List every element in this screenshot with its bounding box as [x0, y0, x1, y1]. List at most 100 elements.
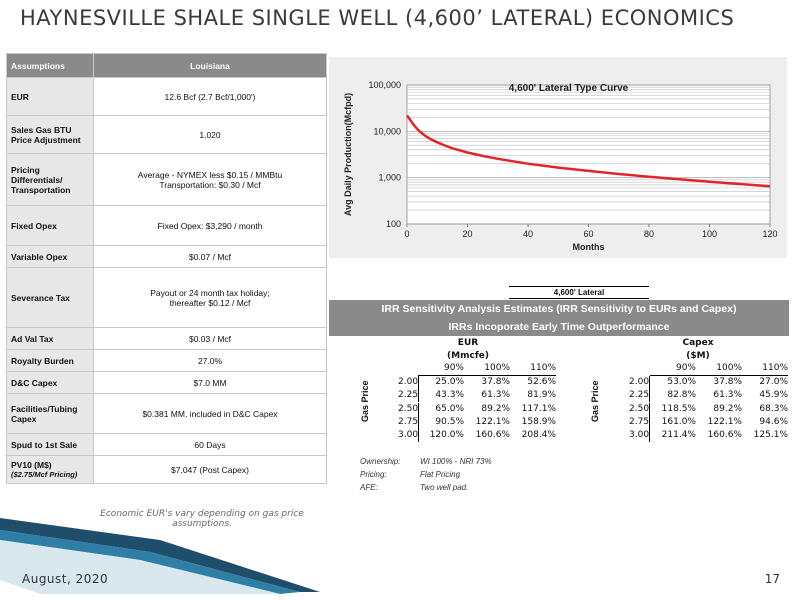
assumption-row: Variable Opex $0.07 / Mcf: [6, 245, 327, 268]
assumption-label: Fixed Opex: [6, 205, 94, 246]
capex-irr-value: 27.0%: [759, 377, 788, 387]
eur-irr-value: 158.9%: [521, 416, 556, 427]
note-row: Ownership: WI 100% - NRI 73%: [360, 455, 492, 468]
assumption-value: $0.07 / Mcf: [93, 245, 327, 268]
capex-gas-price: 3.00: [629, 429, 650, 443]
assumption-row: Pricing Differentials/ Transportation Ave…: [6, 153, 327, 206]
note-row: AFE: Two well pad.: [360, 481, 492, 494]
assumption-label: Facilities/Tubing Capex: [6, 393, 94, 434]
x-tick-label: 120: [762, 229, 777, 239]
irr-header: IRR Sensitivity Analysis Estimates (IRR …: [329, 300, 789, 336]
assumption-label-text: Facilities/Tubing Capex: [11, 403, 78, 424]
eur-irr-value: 160.6%: [475, 430, 510, 441]
assumption-label-text: Variable Opex: [11, 251, 68, 262]
assumption-value: 1.020: [93, 115, 327, 154]
capex-gas-price: 2.25: [629, 389, 650, 403]
capex-gas-price: 2.50: [629, 402, 650, 416]
capex-column-header: 100%: [696, 362, 742, 376]
assumption-value: 27.0%: [93, 349, 327, 372]
chart-title: 4,600' Lateral Type Curve: [509, 83, 629, 94]
eur-irr-value: 52.6%: [527, 377, 556, 387]
capex-irr-value: 68.3%: [759, 403, 788, 414]
note-value: Flat Pricing: [420, 470, 461, 479]
eur-column-header: 90%: [418, 362, 464, 376]
assumption-label: Severance Tax: [6, 267, 94, 328]
assumption-label-text: Severance Tax: [11, 292, 70, 303]
eur-irr-value: 208.4%: [521, 430, 556, 441]
eur-gas-price: 2.50: [398, 402, 419, 416]
assumption-value: $0.03 / Mcf: [93, 327, 327, 350]
assumption-value: Average - NYMEX less $0.15 / MMBtu Trans…: [93, 153, 327, 206]
note-row: Pricing: Flat Pricing: [360, 468, 492, 481]
assumption-label: Royalty Burden: [6, 349, 94, 372]
assumption-label: Variable Opex: [6, 245, 94, 268]
capex-irr-value: 118.5%: [661, 403, 696, 414]
capex-irr-value: 125.1%: [753, 430, 788, 441]
assumption-label-text: Spud to 1st Sale: [11, 439, 78, 450]
eur-irr-value: 81.9%: [527, 390, 556, 401]
assumption-label: Spud to 1st Sale: [6, 433, 94, 456]
assumption-row: Ad Val Tax $0.03 / Mcf: [6, 327, 327, 350]
capex-gas-price-label: Gas Price: [590, 380, 600, 422]
assumptions-footnote: Economic EUR's vary depending on gas pri…: [100, 509, 304, 529]
x-tick-label: 0: [404, 229, 409, 239]
capex-irr-value: 211.4%: [661, 430, 696, 441]
eur-irr-value: 43.3%: [435, 390, 464, 401]
assumption-row: Facilities/Tubing Capex $0.381 MM, includ…: [6, 393, 327, 434]
assumption-value: Payout or 24 month tax holiday; thereaft…: [93, 267, 327, 328]
note-key: AFE:: [360, 483, 378, 492]
capex-column-header: 110%: [742, 362, 788, 376]
capex-irr-value: 160.6%: [707, 430, 742, 441]
capex-irr-value: 89.2%: [713, 403, 742, 414]
note-key: Ownership:: [360, 457, 401, 466]
y-tick-label: 1,000: [378, 173, 401, 183]
capex-irr-value: 94.6%: [759, 416, 788, 427]
assumption-row: PV10 (M$) ($2.75/Mcf Pricing) $7,047 (Post…: [6, 455, 327, 484]
assumption-label: Sales Gas BTU Price Adjustment: [6, 115, 94, 154]
capex-gas-price: 2.00: [629, 376, 650, 389]
assumptions-header: Assumptions: [6, 53, 94, 78]
assumption-sublabel: ($2.75/Mcf Pricing): [11, 470, 78, 479]
x-tick-label: 40: [523, 229, 533, 239]
decorative-swoosh: [0, 518, 320, 594]
x-axis-label: Months: [573, 242, 605, 252]
capex-title: Capex ($M): [682, 338, 714, 361]
assumption-row: D&C Capex $7.0 MM: [6, 371, 327, 394]
assumption-label: EUR: [6, 77, 94, 116]
assumption-value: $7.0 MM: [93, 371, 327, 394]
eur-irr-value: 122.1%: [475, 416, 510, 427]
eur-irr-value: 117.1%: [521, 403, 556, 414]
assumption-notes: Ownership: WI 100% - NRI 73% Pricing: Flat …: [360, 455, 492, 494]
assumption-value: $7,047 (Post Capex): [93, 455, 327, 484]
assumption-label-text: PV10 (M$): [11, 460, 52, 470]
eur-irr-value: 65.0%: [435, 403, 464, 414]
assumption-label: D&C Capex: [6, 371, 94, 394]
eur-column-header: 110%: [510, 362, 556, 376]
note-value: Two well pad.: [420, 483, 469, 492]
page-title: HAYNESVILLE SHALE SINGLE WELL (4,600’ LA…: [20, 6, 735, 30]
eur-gas-price: 2.00: [398, 376, 419, 389]
assumption-value: $0.381 MM, included in D&C Capex: [93, 393, 327, 434]
x-tick-label: 60: [583, 229, 593, 239]
assumption-label-text: Royalty Burden: [11, 355, 74, 366]
eur-column-header: 100%: [464, 362, 510, 376]
capex-irr-value: 53.0%: [667, 377, 696, 387]
eur-irr-value: 120.0%: [429, 430, 464, 441]
assumption-label-text: Pricing Differentials/ Transportation: [11, 164, 71, 195]
assumption-value: 12.6 Bcf (2.7 Bcf/1,000'): [93, 77, 327, 116]
eur-irr-value: 61.3%: [481, 390, 510, 401]
irr-header-line2: IRRs Incoporate Early Time Outperformanc…: [448, 321, 670, 333]
eur-gas-price: 2.75: [398, 415, 419, 429]
assumption-label-text: Sales Gas BTU Price Adjustment: [11, 124, 81, 145]
eur-gas-price: 3.00: [398, 429, 419, 443]
assumption-label-text: D&C Capex: [11, 377, 58, 388]
y-tick-label: 100: [386, 219, 401, 229]
y-tick-label: 10,000: [373, 126, 401, 136]
assumption-label-text: Ad Val Tax: [11, 333, 54, 344]
capex-irr-value: 161.0%: [661, 416, 696, 427]
assumption-label: PV10 (M$) ($2.75/Mcf Pricing): [6, 455, 94, 484]
y-tick-label: 100,000: [368, 80, 401, 90]
page-number: 17: [764, 572, 780, 586]
assumption-label-text: Fixed Opex: [11, 220, 57, 231]
x-tick-label: 80: [644, 229, 654, 239]
